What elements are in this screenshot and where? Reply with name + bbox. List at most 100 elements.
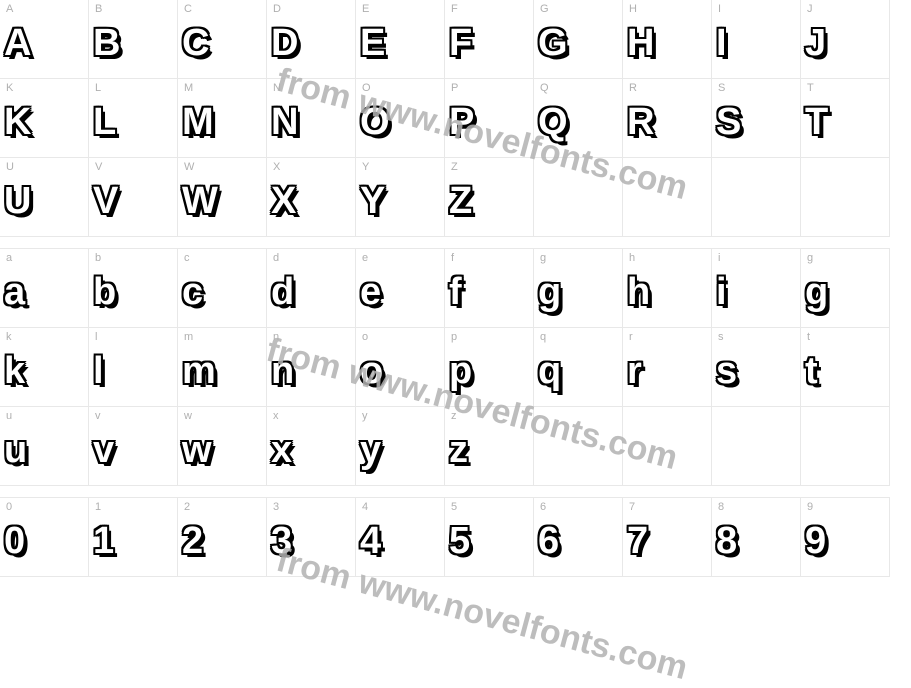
glyph-box: AA	[6, 15, 82, 78]
glyph-front: z	[449, 431, 468, 469]
glyph-front: O	[360, 103, 390, 141]
glyph-front: 4	[360, 522, 381, 560]
glyph-front: h	[627, 273, 650, 311]
glyph: II	[720, 28, 731, 66]
cell-label: 3	[273, 502, 349, 513]
glyph-cell: PPP	[444, 78, 534, 158]
cell-label: 8	[718, 502, 794, 513]
glyph-front: a	[4, 273, 25, 311]
glyph-cell: VVV	[88, 157, 178, 237]
cell-label: L	[95, 83, 171, 94]
glyph: kk	[8, 356, 29, 394]
glyph-cell: 222	[177, 497, 267, 577]
cell-label: T	[807, 83, 883, 94]
glyph-front: k	[4, 352, 25, 390]
glyph-front: x	[271, 431, 292, 469]
cell-label: m	[184, 332, 260, 343]
glyph-front: e	[360, 273, 381, 311]
glyph: zz	[453, 435, 472, 473]
glyph-front: X	[271, 182, 296, 220]
glyph: 99	[809, 526, 830, 564]
glyph: ll	[97, 356, 108, 394]
glyph: vv	[97, 435, 118, 473]
glyph-box: SS	[718, 94, 794, 157]
glyph-box: gg	[540, 264, 616, 327]
glyph: ff	[453, 277, 466, 315]
glyph: YY	[364, 186, 389, 224]
glyph-box: cc	[184, 264, 260, 327]
glyph-cell: ddd	[266, 248, 356, 328]
character-row: KKKLLLMMMNNNOOOPPPQQQRRRSSSTTT	[0, 79, 911, 158]
glyph-front: 2	[182, 522, 203, 560]
empty-cell	[622, 157, 712, 237]
glyph: 11	[97, 526, 118, 564]
glyph-cell: FFF	[444, 0, 534, 79]
glyph: 77	[631, 526, 652, 564]
glyph-front: 5	[449, 522, 470, 560]
glyph-box: uu	[6, 422, 82, 485]
glyph: nn	[275, 356, 298, 394]
cell-label: b	[95, 253, 171, 264]
cell-label: e	[362, 253, 438, 264]
glyph-cell: OOO	[355, 78, 445, 158]
empty-cell	[533, 157, 623, 237]
cell-label: Z	[451, 162, 527, 173]
glyph-cell: ooo	[355, 327, 445, 407]
glyph: SS	[720, 107, 745, 145]
glyph: EE	[364, 28, 389, 66]
glyph-box: ZZ	[451, 173, 527, 236]
glyph-box: xx	[273, 422, 349, 485]
glyph-box: kk	[6, 343, 82, 406]
glyph-front: 7	[627, 522, 648, 560]
glyph-cell: JJJ	[800, 0, 890, 79]
glyph-cell: iii	[711, 248, 801, 328]
glyph-box: ee	[362, 264, 438, 327]
empty-cell	[711, 406, 801, 486]
cell-label: p	[451, 332, 527, 343]
glyph-box: 44	[362, 513, 438, 576]
cell-label: U	[6, 162, 82, 173]
glyph-cell: TTT	[800, 78, 890, 158]
glyph-box: 33	[273, 513, 349, 576]
cell-label: S	[718, 83, 794, 94]
glyph-front: P	[449, 103, 474, 141]
glyph-cell: ZZZ	[444, 157, 534, 237]
glyph: JJ	[809, 28, 830, 66]
glyph: AA	[8, 28, 35, 66]
cell-label: G	[540, 4, 616, 15]
character-row: 000111222333444555666777888999	[0, 498, 911, 577]
character-map: AAABBBCCCDDDEEEFFFGGGHHHIIIJJJKKKLLLMMMN…	[0, 0, 911, 577]
cell-label: l	[95, 332, 171, 343]
glyph-front: Z	[449, 182, 472, 220]
glyph-front: u	[4, 431, 27, 469]
glyph-box: WW	[184, 173, 260, 236]
glyph: 33	[275, 526, 296, 564]
glyph-cell: eee	[355, 248, 445, 328]
glyph-box: 99	[807, 513, 883, 576]
glyph: uu	[8, 435, 31, 473]
character-row: aaabbbcccdddeeefffggghhhiiiggg	[0, 249, 911, 328]
glyph-cell: lll	[88, 327, 178, 407]
cell-label: r	[629, 332, 705, 343]
glyph-box: zz	[451, 422, 527, 485]
glyph-box: gg	[807, 264, 883, 327]
glyph-cell: 777	[622, 497, 712, 577]
glyph-box: vv	[95, 422, 171, 485]
glyph-cell: ccc	[177, 248, 267, 328]
glyph-box: 00	[6, 513, 82, 576]
glyph-box: VV	[95, 173, 171, 236]
cell-label: P	[451, 83, 527, 94]
cell-label: 1	[95, 502, 171, 513]
glyph-front: q	[538, 352, 561, 390]
glyph-front: 6	[538, 522, 559, 560]
cell-label: z	[451, 411, 527, 422]
glyph-front: E	[360, 24, 385, 62]
glyph: VV	[97, 186, 122, 224]
glyph-front: t	[805, 352, 818, 390]
glyph: PP	[453, 107, 478, 145]
glyph-front: C	[182, 24, 209, 62]
glyph-box: pp	[451, 343, 527, 406]
glyph-front: N	[271, 103, 298, 141]
glyph-box: RR	[629, 94, 705, 157]
cell-label: q	[540, 332, 616, 343]
